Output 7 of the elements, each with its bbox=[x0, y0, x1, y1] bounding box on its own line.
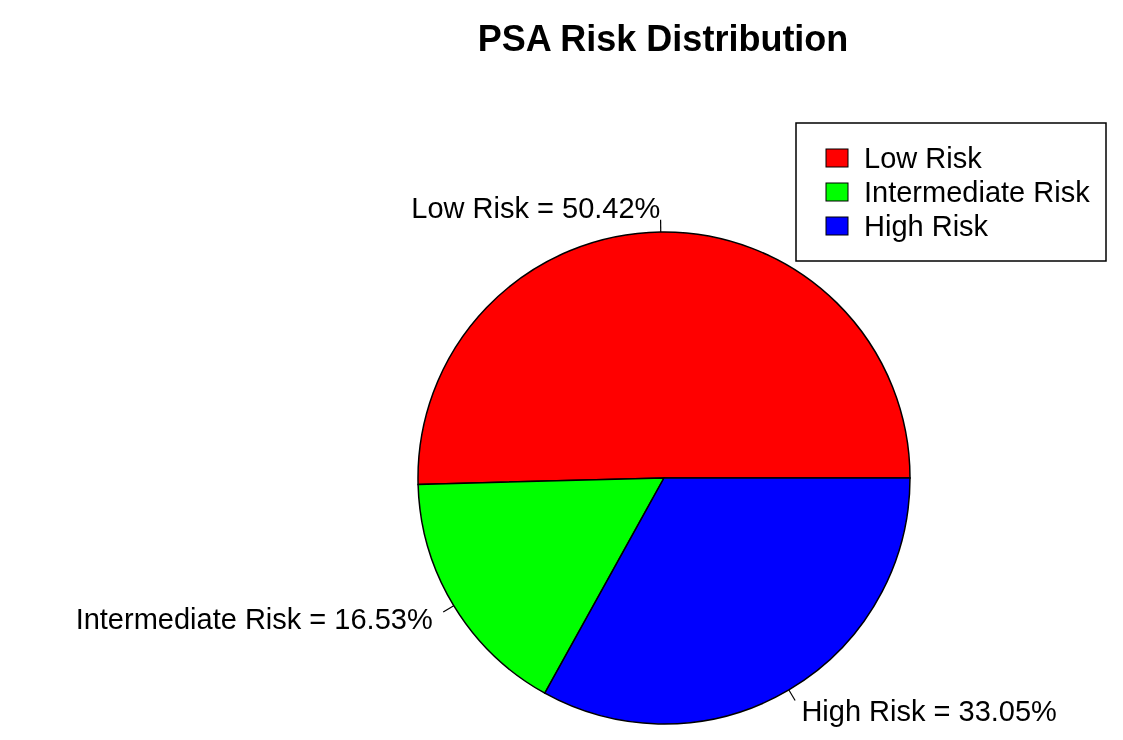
data-label: Low Risk = 50.42% bbox=[411, 191, 661, 224]
chart-title: PSA Risk Distribution bbox=[477, 17, 849, 59]
legend-label: Low Risk bbox=[864, 142, 983, 175]
legend-label: Intermediate Risk bbox=[864, 176, 1091, 209]
data-label: High Risk = 33.05% bbox=[801, 695, 1057, 728]
legend-label: High Risk bbox=[864, 210, 989, 243]
data-label: Intermediate Risk = 16.53% bbox=[75, 602, 433, 635]
